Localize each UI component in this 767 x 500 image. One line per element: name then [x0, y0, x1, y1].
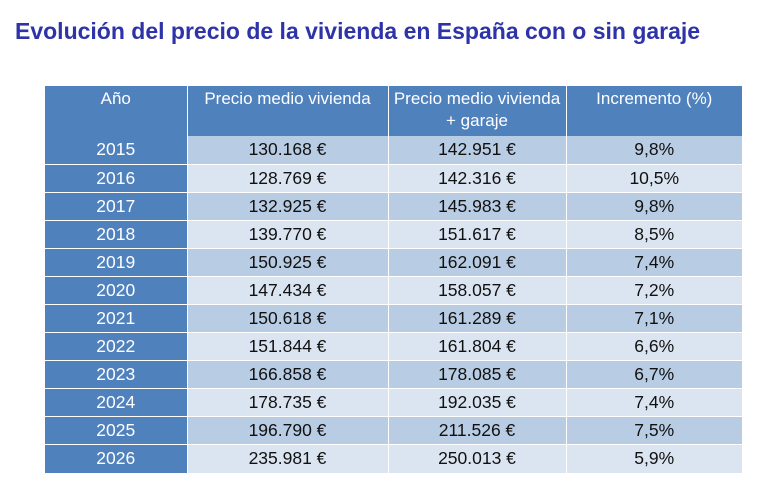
- price-garage-cell: 192.035 €: [388, 388, 567, 417]
- table-row: 2025 196.790 € 211.526 € 7,5%: [45, 416, 742, 445]
- year-cell: 2026: [45, 444, 188, 474]
- increase-cell: 7,5%: [566, 416, 742, 445]
- increase-cell: 6,6%: [566, 332, 742, 361]
- price-cell: 132.925 €: [187, 192, 389, 221]
- price-cell: 128.769 €: [187, 164, 389, 193]
- header-year: Año: [45, 86, 188, 136]
- price-garage-cell: 161.289 €: [388, 304, 567, 333]
- price-garage-cell: 142.316 €: [388, 164, 567, 193]
- page-title: Evolución del precio de la vivienda en E…: [15, 18, 701, 44]
- table-row: 2015 130.168 € 142.951 € 9,8%: [45, 136, 742, 165]
- table-row: 2017 132.925 € 145.983 € 9,8%: [45, 192, 742, 221]
- increase-cell: 9,8%: [566, 192, 742, 221]
- increase-cell: 6,7%: [566, 360, 742, 389]
- price-cell: 151.844 €: [187, 332, 389, 361]
- year-cell: 2015: [45, 136, 188, 165]
- increase-cell: 7,4%: [566, 248, 742, 277]
- table-row: 2020 147.434 € 158.057 € 7,2%: [45, 276, 742, 305]
- table-row: 2024 178.735 € 192.035 € 7,4%: [45, 388, 742, 417]
- price-cell: 150.925 €: [187, 248, 389, 277]
- price-cell: 235.981 €: [187, 444, 389, 474]
- price-table: Año Precio medio vivienda Precio medio v…: [45, 86, 742, 474]
- increase-cell: 5,9%: [566, 444, 742, 474]
- price-garage-cell: 145.983 €: [388, 192, 567, 221]
- year-cell: 2024: [45, 388, 188, 417]
- header-increase: Incremento (%): [566, 86, 742, 136]
- price-cell: 178.735 €: [187, 388, 389, 417]
- price-cell: 166.858 €: [187, 360, 389, 389]
- increase-cell: 7,4%: [566, 388, 742, 417]
- year-cell: 2016: [45, 164, 188, 193]
- price-garage-cell: 178.085 €: [388, 360, 567, 389]
- price-garage-cell: 158.057 €: [388, 276, 567, 305]
- price-garage-cell: 151.617 €: [388, 220, 567, 249]
- increase-cell: 7,1%: [566, 304, 742, 333]
- year-cell: 2018: [45, 220, 188, 249]
- year-cell: 2025: [45, 416, 188, 445]
- year-cell: 2019: [45, 248, 188, 277]
- year-cell: 2017: [45, 192, 188, 221]
- price-cell: 139.770 €: [187, 220, 389, 249]
- header-price-garage: Precio medio vivienda + garaje: [388, 86, 567, 136]
- increase-cell: 8,5%: [566, 220, 742, 249]
- price-garage-cell: 161.804 €: [388, 332, 567, 361]
- price-garage-cell: 162.091 €: [388, 248, 567, 277]
- year-cell: 2021: [45, 304, 188, 333]
- price-cell: 196.790 €: [187, 416, 389, 445]
- table-row: 2019 150.925 € 162.091 € 7,4%: [45, 248, 742, 277]
- table-row: 2018 139.770 € 151.617 € 8,5%: [45, 220, 742, 249]
- price-garage-cell: 211.526 €: [388, 416, 567, 445]
- year-cell: 2023: [45, 360, 188, 389]
- table-header: Año Precio medio vivienda Precio medio v…: [45, 86, 742, 136]
- header-row: Año Precio medio vivienda Precio medio v…: [45, 86, 742, 136]
- table-row: 2023 166.858 € 178.085 € 6,7%: [45, 360, 742, 389]
- increase-cell: 10,5%: [566, 164, 742, 193]
- table-body: 2015 130.168 € 142.951 € 9,8% 2016 128.7…: [45, 136, 742, 474]
- price-garage-cell: 142.951 €: [388, 136, 567, 165]
- price-garage-cell: 250.013 €: [388, 444, 567, 474]
- increase-cell: 7,2%: [566, 276, 742, 305]
- price-cell: 147.434 €: [187, 276, 389, 305]
- header-price: Precio medio vivienda: [187, 86, 389, 136]
- table-row: 2021 150.618 € 161.289 € 7,1%: [45, 304, 742, 333]
- increase-cell: 9,8%: [566, 136, 742, 165]
- year-cell: 2020: [45, 276, 188, 305]
- year-cell: 2022: [45, 332, 188, 361]
- table-row: 2022 151.844 € 161.804 € 6,6%: [45, 332, 742, 361]
- table-row: 2016 128.769 € 142.316 € 10,5%: [45, 164, 742, 193]
- price-cell: 150.618 €: [187, 304, 389, 333]
- price-cell: 130.168 €: [187, 136, 389, 165]
- table-row: 2026 235.981 € 250.013 € 5,9%: [45, 444, 742, 474]
